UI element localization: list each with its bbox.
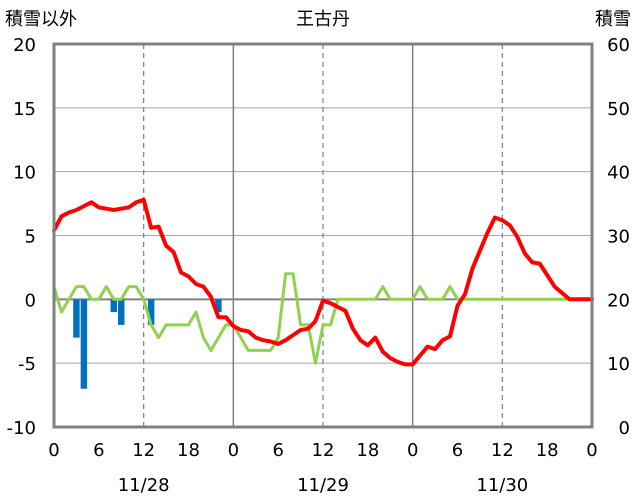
x-tick-label: 18	[536, 440, 559, 461]
precipitation-bar	[118, 299, 125, 325]
y-left-tick-label: 5	[25, 227, 36, 248]
y-right-tick-label: 30	[607, 227, 630, 248]
y-left-tick-label: -5	[18, 354, 36, 375]
wind-line	[52, 272, 586, 365]
y-right-axis-label: 積雪	[595, 9, 631, 30]
x-tick-label: 6	[93, 440, 104, 461]
y-right-tick-label: 20	[607, 290, 630, 311]
date-label: 11/29	[297, 475, 349, 496]
x-tick-label: 12	[312, 440, 335, 461]
y-right-tick-label: 60	[607, 35, 630, 56]
y-left-axis-label: 積雪以外	[5, 9, 77, 30]
chart-title: 王古丹	[296, 9, 350, 30]
temperature-line	[52, 197, 594, 367]
y-left-tick-label: 0	[25, 290, 36, 311]
plot-border	[52, 42, 594, 429]
x-tick-label: 6	[452, 440, 463, 461]
y-left-tick-label: -10	[7, 418, 36, 439]
precipitation-bar	[215, 299, 222, 313]
x-tick-label: 18	[177, 440, 200, 461]
x-tick-label: 0	[48, 440, 59, 461]
x-tick-label: 12	[491, 440, 514, 461]
x-tick-label: 0	[407, 440, 418, 461]
x-tick-label: 6	[272, 440, 283, 461]
precipitation-bar	[73, 299, 80, 338]
date-label: 11/30	[476, 475, 528, 496]
y-left-tick-label: 15	[13, 99, 36, 120]
y-right-tick-label: 40	[607, 163, 630, 184]
x-tick-label: 0	[586, 440, 597, 461]
plot-frame	[52, 42, 594, 429]
gridlines	[54, 44, 592, 427]
y-right-tick-label: 50	[607, 99, 630, 120]
date-label: 11/28	[118, 475, 170, 496]
y-left-tick-label: 20	[13, 35, 36, 56]
x-tick-label: 18	[356, 440, 379, 461]
precipitation-bars	[73, 299, 222, 389]
precipitation-bar	[80, 299, 88, 389]
x-tick-label: 12	[132, 440, 155, 461]
y-right-tick-label: 0	[619, 418, 630, 439]
x-tick-label: 0	[228, 440, 239, 461]
precipitation-bar	[147, 299, 155, 325]
y-right-tick-label: 10	[607, 354, 630, 375]
precipitation-bar	[110, 299, 118, 313]
y-left-tick-label: 10	[13, 163, 36, 184]
